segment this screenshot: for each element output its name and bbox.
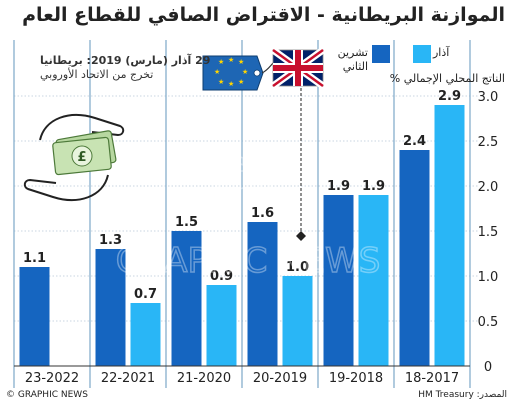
brexit-marker [296, 88, 306, 241]
svg-text:★: ★ [238, 58, 244, 66]
value-label-march: 1.0 [286, 260, 309, 275]
bar-november [171, 231, 202, 366]
y-tick-label: 1.5 [478, 225, 499, 240]
bars [19, 105, 465, 366]
chart-title: الموازنة البريطانية - الاقتراض الصافي لل… [22, 4, 505, 26]
category-label: 18-2017 [405, 371, 459, 386]
value-label-november: 1.3 [99, 233, 122, 248]
svg-text:★: ★ [238, 78, 244, 86]
svg-text:★: ★ [242, 68, 248, 76]
eu-tag-icon: ★ ★ ★ ★ ★ ★ ★ ★ [202, 55, 275, 91]
value-label-november: 1.9 [327, 179, 350, 194]
bar-march [282, 276, 313, 366]
category-dividers [13, 40, 471, 388]
category-labels: 23-2022 22-2021 21-2020 20-2019 19-2018 18-20… [25, 371, 459, 386]
y-tick-label: 0.5 [478, 315, 499, 330]
svg-text:★: ★ [218, 58, 224, 66]
value-label-march: 2.9 [438, 89, 461, 104]
bar-march [358, 195, 389, 366]
svg-text:★: ★ [228, 80, 234, 88]
bar-november [19, 267, 50, 366]
footer-credit: © GRAPHIC NEWS [6, 390, 88, 400]
graphic-news-watermark: GN GRAPHIC NEWS [115, 146, 381, 282]
bar-march [130, 303, 161, 366]
category-label: 21-2020 [177, 371, 231, 386]
bar-march [434, 105, 465, 366]
y-tick-label: 1.0 [478, 270, 499, 285]
legend-label-november-2: الثاني [342, 60, 368, 73]
value-label-march: 0.9 [210, 269, 233, 284]
category-label: 22-2021 [101, 371, 155, 386]
value-label-november: 1.6 [251, 206, 274, 221]
legend-label-march: آذار [433, 46, 450, 59]
category-label: 23-2022 [25, 371, 79, 386]
value-label-november: 2.4 [403, 134, 426, 149]
brexit-date-note: 29 آذار (مارس) 2019: بريطانيا [40, 54, 211, 67]
bar-november [95, 249, 126, 366]
legend-label-november-1: تشرين [337, 46, 368, 59]
y-axis-label: الناتج المحلي الإجمالي % [389, 72, 505, 85]
value-label-november: 1.1 [23, 251, 46, 266]
category-label: 19-2018 [329, 371, 383, 386]
value-label-march: 0.7 [134, 287, 157, 302]
y-tick-label: 3.0 [478, 90, 499, 105]
y-tick-label: 2.0 [478, 180, 499, 195]
legend-swatch-november [372, 45, 390, 63]
svg-text:GN: GN [210, 147, 286, 201]
bar-november [399, 150, 430, 366]
svg-text:★: ★ [214, 68, 220, 76]
svg-text:GRAPHIC NEWS: GRAPHIC NEWS [116, 241, 381, 281]
value-labels: 1.1 1.3 0.7 1.5 0.9 1.6 1.0 1.9 1.9 2.4 2.9 [23, 89, 461, 302]
hands-money-icon: £ [23, 114, 125, 201]
svg-text:★: ★ [218, 78, 224, 86]
footer-source: المصدر: HM Treasury [418, 390, 507, 400]
value-label-november: 1.5 [175, 215, 198, 230]
y-tick-labels: 0 0.5 1.0 1.5 2.0 2.5 3.0 [478, 90, 499, 375]
value-label-march: 1.9 [362, 179, 385, 194]
y-tick-label: 2.5 [478, 135, 499, 150]
y-tick-label: 0 [484, 360, 492, 375]
uk-flag-icon [270, 47, 326, 89]
svg-text:★: ★ [228, 56, 234, 64]
brexit-event-note: تخرج من الاتحاد الأوروبي [40, 68, 154, 81]
legend-swatch-march [413, 45, 431, 63]
category-label: 20-2019 [253, 371, 307, 386]
svg-text:£: £ [77, 150, 86, 165]
bar-november [323, 195, 354, 366]
bar-march [206, 285, 237, 366]
bar-november [247, 222, 278, 366]
